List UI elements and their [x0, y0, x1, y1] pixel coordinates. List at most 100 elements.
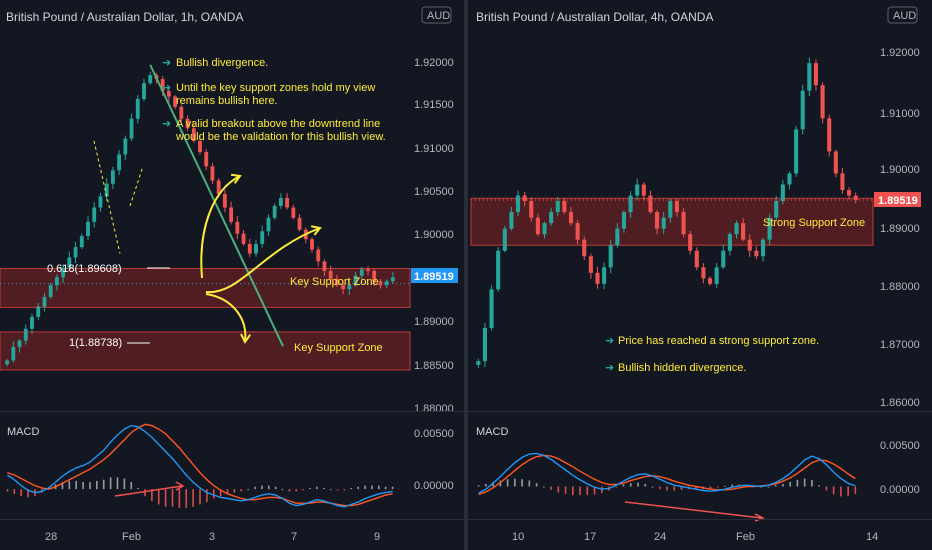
candle-body	[529, 201, 534, 218]
arrow-head-icon	[230, 173, 242, 184]
macd-histogram-bar	[130, 482, 133, 490]
candle-body	[496, 250, 501, 290]
candle-body	[641, 184, 646, 196]
candle-body	[210, 166, 215, 181]
p0-fib-1-label: 1(1.88738)	[69, 337, 122, 349]
macd-histogram-bar	[521, 479, 523, 487]
macd-histogram-bar	[651, 486, 654, 488]
candle-body	[142, 83, 146, 99]
p0-currency-label: AUD	[427, 10, 450, 22]
check-arrow-icon: ➜	[605, 361, 614, 374]
panel-separator[interactable]	[464, 0, 468, 550]
candle-body	[117, 154, 122, 171]
macd-histogram-bar	[847, 486, 849, 496]
p0-ytick: 1.90500	[414, 186, 454, 198]
p1-macd-label: MACD	[476, 426, 508, 438]
macd-histogram-bar	[82, 482, 84, 490]
candle-body	[767, 217, 772, 240]
candle-body	[247, 243, 252, 254]
candle-body	[30, 316, 34, 329]
candle-body	[372, 270, 377, 282]
candle-body	[661, 217, 666, 229]
macd-histogram-bar	[629, 483, 632, 487]
candle-body	[191, 128, 196, 141]
candle-body	[110, 170, 115, 184]
p1-currency-box	[887, 6, 918, 24]
macd-divergence-arrow	[114, 485, 183, 497]
macd-histogram-bar	[6, 489, 9, 492]
macd-histogram-bar	[658, 486, 661, 490]
arrow-head-icon	[310, 225, 322, 236]
candle-body	[328, 270, 333, 279]
macd-histogram-bar	[247, 489, 249, 491]
macd-histogram-bar	[206, 489, 208, 503]
macd-histogram-bar	[185, 489, 188, 508]
candle-body	[476, 361, 481, 365]
p0-zone-label: Key Support Zone	[290, 276, 379, 288]
candle-body	[549, 212, 554, 224]
p0-ytick: 1.92000	[414, 57, 454, 69]
macd-histogram-bar	[288, 489, 291, 492]
macd-histogram-bar	[840, 486, 842, 497]
macd-histogram-bar	[492, 481, 494, 487]
p0-xtick: 7	[291, 531, 297, 543]
p1-ytick: 1.88000	[880, 281, 920, 293]
macd-histogram-bar	[818, 485, 820, 487]
candle-body	[61, 267, 66, 278]
macd-histogram-bar	[192, 489, 194, 507]
p1-current-price: 1.89519	[878, 195, 918, 207]
macd-histogram-bar	[644, 483, 647, 487]
macd-divergence-arrow	[624, 501, 763, 519]
macd-histogram-bar	[499, 480, 502, 487]
candle-body	[160, 79, 165, 92]
p0-xtick: Feb	[122, 531, 141, 543]
arrow-head-icon	[240, 333, 252, 344]
projection-arrow	[205, 293, 247, 343]
candle-body	[655, 212, 660, 229]
p0-annotation: would be the validation for this bullish…	[175, 131, 386, 143]
macd-histogram-bar	[371, 485, 373, 490]
p0-currency-badge[interactable]: AUD	[421, 6, 452, 24]
p0-ytick: 1.90000	[414, 229, 454, 241]
p1-ytick: 1.87000	[880, 339, 920, 351]
p1-currency-label: AUD	[893, 10, 916, 22]
candle-body	[390, 277, 395, 282]
macd-histogram-bar	[709, 486, 712, 489]
candle-body	[681, 212, 686, 235]
candle-body	[42, 297, 47, 307]
p0-ytick: 1.91000	[414, 143, 454, 155]
macd-histogram-bar	[137, 487, 139, 490]
macd-histogram-bar	[68, 480, 71, 490]
candle-body	[185, 118, 190, 129]
macd-histogram-bar	[384, 486, 387, 490]
candle-body	[272, 205, 277, 218]
p0-macd-ytick: 0.00000	[414, 480, 454, 492]
p1-currency-badge[interactable]: AUD	[887, 6, 918, 24]
macd-histogram-bar	[803, 478, 806, 487]
candle-body	[229, 207, 234, 222]
p0-annotation: Until the key support zones hold my view	[176, 82, 375, 94]
macd-histogram-bar	[666, 486, 668, 491]
macd-histogram-bar	[281, 489, 284, 491]
projection-arrow	[205, 227, 321, 294]
macd-histogram-bar	[316, 486, 318, 490]
candle-body	[747, 239, 752, 251]
check-arrow-icon: ➜	[162, 117, 171, 130]
macd-histogram-bar	[343, 489, 346, 491]
macd-histogram-bar	[295, 489, 298, 492]
p1-xtick: 10	[512, 531, 524, 543]
candle-body	[595, 272, 600, 284]
candle-body	[179, 106, 184, 119]
macd-histogram-bar	[680, 486, 683, 490]
macd-histogram-bar	[767, 486, 770, 488]
macd-signal-line	[478, 454, 856, 496]
candle-body	[148, 75, 153, 84]
p0-candles	[5, 71, 395, 367]
p0-ytick: 1.91500	[414, 99, 454, 111]
support-zone	[0, 331, 411, 371]
candle-body	[235, 221, 240, 234]
candle-body	[542, 223, 547, 235]
macd-histogram-bar	[151, 489, 153, 501]
p0-current-price: 1.89519	[414, 271, 454, 283]
macd-line	[478, 452, 856, 494]
